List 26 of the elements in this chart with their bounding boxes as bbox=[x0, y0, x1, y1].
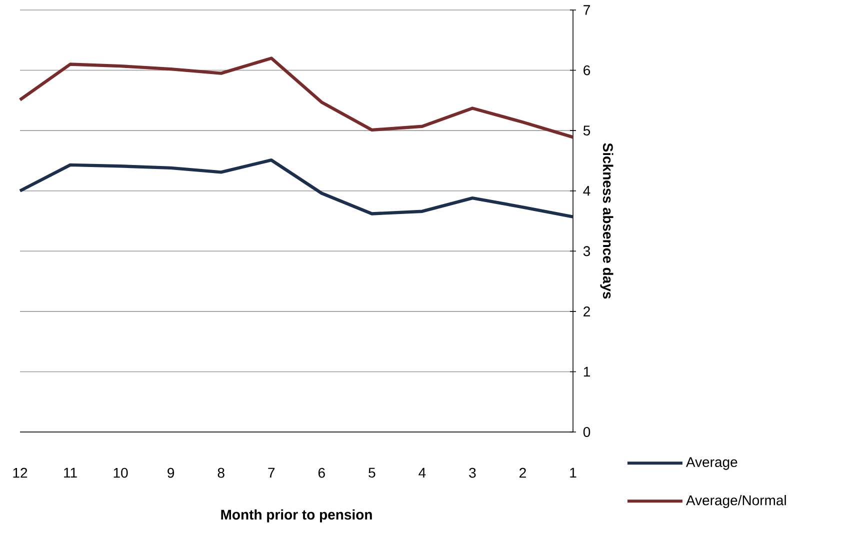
y-tick-label: 0 bbox=[583, 427, 590, 437]
y-tick-label: 1 bbox=[584, 366, 590, 377]
y-axis-title: Sickness absence days bbox=[600, 143, 614, 299]
y-tick-label: 4 bbox=[583, 186, 590, 196]
x-tick-label: 1 bbox=[570, 468, 576, 478]
line-series bbox=[18, 158, 575, 218]
x-tick-label: 12 bbox=[13, 468, 28, 478]
x-tick-label: 4 bbox=[418, 468, 426, 478]
x-tick-label: 5 bbox=[368, 468, 376, 478]
x-tick-label: 11 bbox=[64, 468, 77, 478]
y-tick-label: 2 bbox=[584, 306, 590, 316]
x-tick-label: 2 bbox=[520, 468, 526, 478]
x-tick-label: 9 bbox=[168, 468, 174, 478]
x-tick-label: 7 bbox=[268, 468, 275, 478]
x-tick-label: 10 bbox=[114, 468, 128, 478]
y-tick-label: 6 bbox=[584, 65, 590, 76]
y-tick-label: 7 bbox=[584, 5, 590, 15]
x-tick-label: 6 bbox=[318, 468, 325, 478]
legend-label: Average/Normal bbox=[686, 495, 786, 508]
legend-label: Average bbox=[686, 457, 738, 470]
x-tick-label: 8 bbox=[218, 468, 224, 478]
line-series bbox=[18, 56, 575, 139]
y-tick-label: 3 bbox=[583, 246, 590, 256]
x-axis-title: Month prior to pension bbox=[221, 509, 372, 522]
y-tick-label: 5 bbox=[583, 126, 590, 136]
x-tick-label: 3 bbox=[469, 468, 476, 478]
